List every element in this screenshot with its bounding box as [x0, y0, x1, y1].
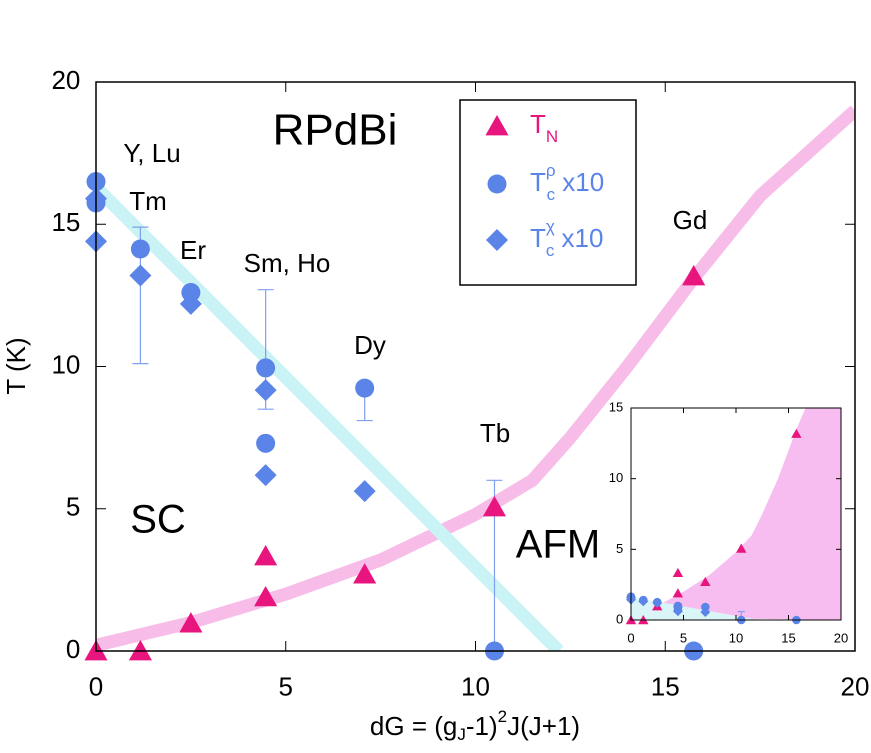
annotation: Gd [673, 205, 708, 235]
x-tick-label: 20 [834, 630, 848, 645]
point [179, 292, 202, 315]
point [129, 264, 152, 287]
legend-label-part: N [546, 127, 558, 146]
area [631, 408, 841, 620]
y-tick-label: 0 [66, 634, 80, 664]
x-tick-label: 10 [461, 672, 490, 702]
point [353, 480, 376, 503]
area [631, 596, 760, 620]
point [254, 544, 278, 566]
point [682, 265, 706, 286]
legend-marker [486, 229, 508, 251]
point [701, 602, 710, 612]
y-tick-label: 5 [616, 541, 623, 556]
point [254, 379, 277, 402]
plot-0: 0 5 10 15 20 0 5 10 15 20 [51, 65, 869, 702]
point [128, 640, 152, 661]
x-tick-label: 15 [781, 630, 795, 645]
point [672, 588, 684, 598]
point [482, 496, 507, 517]
annotation: Tb [480, 418, 510, 448]
x-tick-label: 0 [627, 630, 634, 645]
legend-marker [487, 174, 507, 194]
x-tick-label: 5 [680, 630, 687, 645]
point [256, 358, 276, 378]
x-tick-label: 20 [841, 672, 870, 702]
y-tick-label: 5 [66, 492, 80, 522]
point [179, 612, 203, 633]
y-tick-label: 10 [51, 349, 80, 379]
y-tick-label: 15 [609, 399, 623, 414]
y-tick-label: 15 [51, 207, 80, 237]
plot-1: 0 5 10 15 20 0 5 10 15 [609, 399, 849, 645]
legend-label-part: χ [546, 217, 555, 236]
annotation: Sm, Ho [244, 248, 331, 278]
x-axis-label-part: J(J+1) [507, 711, 580, 741]
legend-label-part: c [547, 185, 556, 204]
annotation: Tm [129, 186, 167, 216]
y-tick-label: 20 [51, 65, 80, 95]
point [791, 428, 802, 438]
y-tick-label: 0 [616, 611, 623, 626]
x-axis-label-part: 2 [498, 707, 507, 726]
annotation: Er [180, 235, 206, 265]
x-axis-label: dG = (gJ-1)2J(J+1) [370, 707, 580, 744]
annotation: SC [130, 498, 186, 542]
x-axis-label-part: -1) [466, 711, 498, 741]
point [130, 239, 150, 259]
x-tick-label: 10 [729, 630, 743, 645]
legend-marker [485, 115, 509, 136]
point [254, 585, 278, 607]
y-axis-label: T (K) [1, 337, 31, 394]
point [672, 606, 683, 617]
annotation: Dy [354, 330, 386, 360]
legend-label-part: x10 [555, 167, 604, 197]
annotation: AFM [516, 523, 600, 567]
point [181, 283, 201, 303]
y-tick-label: 10 [609, 470, 623, 485]
x-axis-label-part: J [457, 725, 466, 744]
curve [96, 105, 855, 651]
legend-label: Tχ c x10 [530, 217, 603, 260]
legend-label-part: c [546, 241, 555, 260]
x-tick-label: 5 [279, 672, 293, 702]
point [355, 378, 375, 398]
point [256, 433, 276, 453]
plot-area [96, 105, 855, 651]
frame [630, 407, 842, 621]
point [700, 576, 711, 587]
frame [95, 81, 856, 652]
legend-label-part: x10 [554, 223, 603, 253]
point [736, 543, 747, 553]
legend-label-part: ρ [546, 161, 556, 180]
point [638, 596, 649, 607]
point [700, 607, 711, 618]
point [353, 563, 377, 584]
chart-title: RPdBi [273, 106, 398, 155]
legend-label-part: T [530, 109, 546, 139]
x-axis-label-part: dG = (g [370, 711, 457, 741]
x-tick-label: 0 [89, 672, 103, 702]
plot-area [631, 408, 841, 620]
legend-label: TN [530, 109, 558, 147]
point [672, 567, 684, 578]
point [254, 464, 277, 487]
curve [96, 182, 564, 651]
annotation: Y, Lu [123, 138, 180, 168]
point [652, 597, 663, 608]
legend-label-part: T [530, 223, 546, 253]
legend-label-part: T [530, 167, 546, 197]
legend-label: Tρ c x10 [530, 161, 604, 204]
x-tick-label: 15 [651, 672, 680, 702]
